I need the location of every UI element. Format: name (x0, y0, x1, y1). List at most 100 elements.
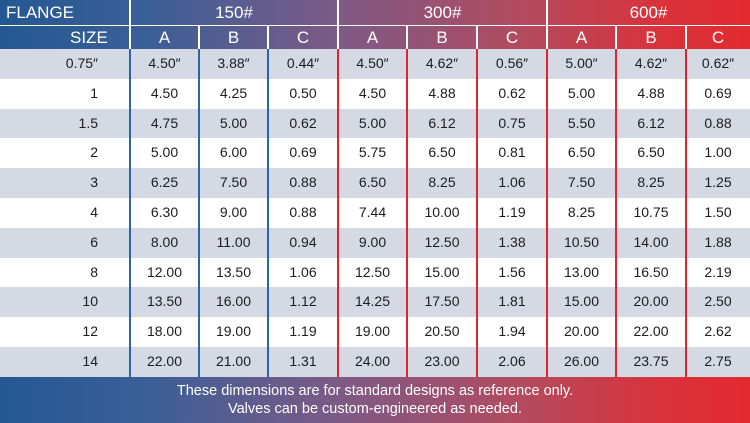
value-cell: 13.00 (563, 263, 600, 280)
column-rule (615, 49, 617, 377)
size-cell: 1 (90, 84, 98, 101)
value-cell: 12.50 (424, 233, 460, 250)
value-cell: 13.50 (215, 263, 252, 280)
value-cell: 4.62″ (425, 55, 459, 71)
table-row (0, 168, 750, 198)
value-cell: 8.25 (428, 174, 456, 191)
value-cell: 23.75 (633, 353, 669, 369)
value-cell: 6.50 (567, 144, 596, 161)
value-cell: 13.50 (146, 293, 183, 310)
value-cell: 8.00 (150, 233, 179, 250)
value-cell: 16.00 (215, 293, 252, 310)
value-cell: 12.50 (354, 263, 391, 280)
table-row (0, 347, 750, 377)
header-divider (337, 0, 339, 25)
value-cell: 16.50 (633, 263, 669, 280)
column-rule (129, 49, 131, 377)
value-cell: 8.25 (567, 204, 596, 220)
value-cell: 2.62 (704, 323, 732, 340)
value-cell: 20.00 (563, 323, 600, 340)
size-cell: 0.75″ (65, 55, 98, 71)
value-cell: 0.62″ (701, 55, 735, 71)
value-cell: 1.12 (289, 293, 317, 310)
header-divider (129, 0, 131, 25)
value-cell: 10.00 (424, 204, 460, 220)
value-cell: 24.00 (354, 353, 391, 369)
value-cell: 4.50 (358, 84, 387, 101)
table-row (0, 49, 750, 79)
value-cell: 6.12 (428, 114, 456, 131)
value-cell: 19.00 (354, 323, 391, 340)
value-cell: 0.50 (289, 84, 317, 101)
value-cell: 11.00 (216, 233, 251, 250)
value-cell: 5.50 (567, 114, 596, 131)
value-cell: 6.00 (219, 144, 248, 161)
value-cell: 12.00 (146, 263, 183, 280)
value-cell: 7.50 (567, 174, 596, 191)
table-row (0, 138, 750, 169)
value-cell: 4.88 (428, 84, 456, 101)
column-rule (406, 49, 408, 377)
value-cell: 5.00″ (565, 55, 598, 71)
column-label: A (158, 28, 171, 47)
value-cell: 1.94 (498, 323, 526, 340)
value-cell: 15.00 (563, 293, 600, 310)
value-cell: 4.25 (219, 84, 248, 101)
value-cell: 26.00 (563, 353, 600, 369)
value-cell: 1.88 (704, 233, 732, 250)
value-cell: 4.50 (150, 84, 179, 101)
header-divider (615, 26, 617, 49)
value-cell: 9.00 (358, 233, 387, 250)
footer-note-line-1: These dimensions are for standard design… (176, 383, 574, 399)
header-divider (406, 26, 408, 49)
header-divider (476, 26, 478, 49)
size-cell: 2 (90, 144, 98, 161)
column-label: C (711, 28, 725, 47)
header-divider (198, 26, 200, 49)
column-label: C (296, 28, 310, 47)
value-cell: 1.19 (289, 323, 317, 340)
size-label: SIZE (70, 28, 108, 47)
column-label: A (366, 28, 379, 47)
column-label: B (436, 28, 448, 47)
value-cell: 1.50 (704, 204, 732, 220)
column-rule (685, 49, 687, 377)
value-cell: 7.50 (219, 174, 248, 191)
header-divider (685, 26, 687, 49)
header-divider (129, 26, 131, 49)
column-rule (476, 49, 478, 377)
column-rule (546, 49, 548, 377)
value-cell: 4.88 (637, 84, 665, 101)
header-divider (267, 26, 269, 49)
value-cell: 18.00 (146, 323, 183, 340)
value-cell: 2.06 (498, 353, 526, 369)
value-cell: 0.56″ (495, 55, 529, 71)
value-cell: 0.81 (498, 144, 526, 161)
value-cell: 0.62 (498, 84, 526, 101)
value-cell: 5.75 (358, 144, 387, 161)
table-row (0, 108, 750, 139)
value-cell: 5.00 (150, 144, 179, 161)
size-cell: 3 (90, 174, 98, 191)
value-cell: 0.62 (289, 114, 317, 131)
value-cell: 1.38 (498, 233, 526, 250)
value-cell: 1.56 (498, 263, 526, 280)
value-cell: 10.75 (633, 204, 669, 220)
column-rule (267, 49, 269, 377)
value-cell: 23.00 (424, 353, 460, 369)
class-label-300: 300# (423, 3, 462, 22)
size-cell: 14 (82, 353, 98, 369)
value-cell: 14.25 (354, 293, 391, 310)
size-cell: 4 (90, 204, 98, 220)
class-label-600: 600# (629, 3, 668, 22)
value-cell: 6.30 (150, 204, 179, 220)
header-band-classes (0, 0, 750, 25)
column-label: A (575, 28, 588, 47)
value-cell: 2.19 (704, 263, 732, 280)
value-cell: 5.00 (567, 84, 596, 101)
value-cell: 6.50 (428, 144, 456, 161)
value-cell: 3.88″ (217, 55, 250, 71)
value-cell: 0.69 (289, 144, 317, 161)
value-cell: 4.50″ (356, 55, 389, 71)
value-cell: 2.75 (704, 353, 732, 369)
